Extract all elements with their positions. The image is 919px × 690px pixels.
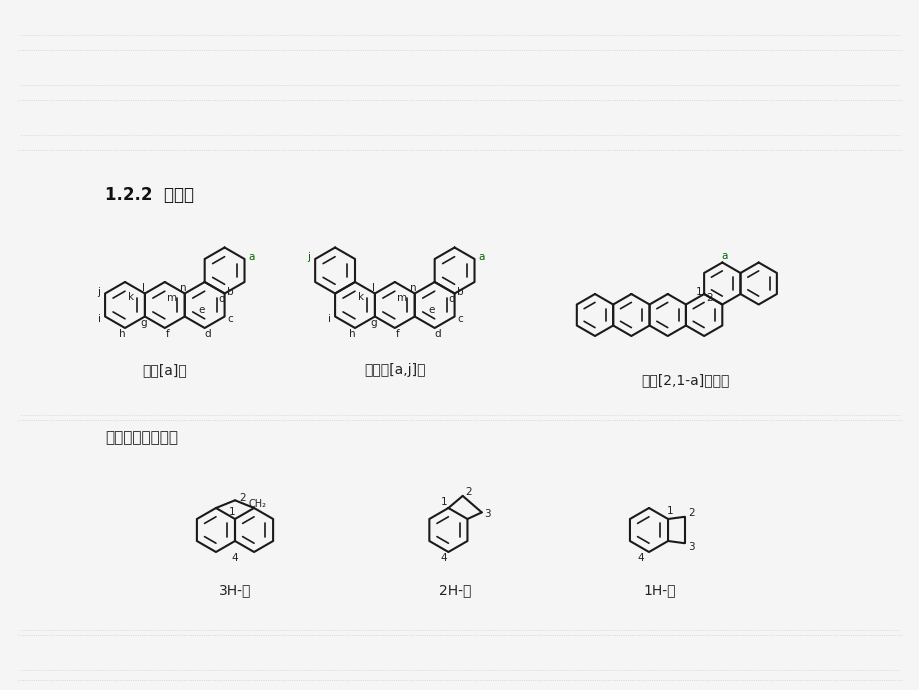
Text: 3: 3	[687, 542, 694, 552]
Text: i: i	[97, 313, 100, 324]
Text: c: c	[458, 313, 463, 324]
Text: 1: 1	[695, 287, 702, 297]
Text: 苯并[a]蒽: 苯并[a]蒽	[142, 363, 187, 377]
Text: c: c	[228, 313, 233, 324]
Text: f: f	[165, 329, 169, 339]
Text: n: n	[410, 282, 416, 293]
Text: g: g	[370, 317, 377, 328]
Text: 4: 4	[232, 553, 238, 563]
Text: 2: 2	[465, 487, 471, 497]
Text: 2: 2	[705, 293, 711, 303]
Text: 1.2.2  稠环烃: 1.2.2 稠环烃	[105, 186, 194, 204]
Text: 二苯并[a,j]蒽: 二苯并[a,j]蒽	[364, 363, 425, 377]
Text: h: h	[348, 329, 355, 339]
Text: d: d	[204, 329, 210, 339]
Text: l: l	[372, 282, 375, 293]
Text: 2: 2	[240, 493, 246, 503]
Text: a: a	[478, 252, 484, 262]
Text: o: o	[448, 293, 454, 304]
Text: 3H-芴: 3H-芴	[219, 583, 251, 597]
Text: 1: 1	[440, 497, 448, 507]
Text: m: m	[396, 293, 406, 303]
Text: d: d	[434, 329, 440, 339]
Text: m: m	[166, 293, 176, 303]
Text: h: h	[119, 329, 125, 339]
Text: 1: 1	[229, 507, 235, 517]
Text: n: n	[180, 282, 187, 293]
Text: f: f	[395, 329, 399, 339]
Text: a: a	[248, 252, 255, 262]
Text: l: l	[142, 282, 145, 293]
Text: e: e	[198, 304, 204, 315]
Text: a: a	[720, 250, 727, 261]
Text: i: i	[327, 313, 330, 324]
Text: 额外氢的标明方法: 额外氢的标明方法	[105, 431, 177, 446]
Text: k: k	[128, 292, 133, 302]
Text: 1: 1	[666, 506, 673, 516]
Text: CH₂: CH₂	[249, 500, 267, 509]
Text: k: k	[357, 292, 363, 302]
Text: j: j	[97, 286, 100, 297]
Text: 2H-茚: 2H-茚	[438, 583, 471, 597]
Text: b: b	[227, 286, 233, 297]
Text: o: o	[218, 293, 224, 304]
Text: 蒽并[2,1-a]并四苯: 蒽并[2,1-a]并四苯	[641, 373, 730, 387]
Text: b: b	[457, 286, 463, 297]
Text: j: j	[307, 252, 311, 262]
Text: 4: 4	[439, 553, 447, 563]
Text: e: e	[427, 304, 434, 315]
Text: 3: 3	[484, 509, 491, 520]
Text: g: g	[141, 317, 147, 328]
Text: 1H-茚: 1H-茚	[643, 583, 675, 597]
Text: 2: 2	[687, 508, 694, 518]
Text: 4: 4	[637, 553, 643, 563]
